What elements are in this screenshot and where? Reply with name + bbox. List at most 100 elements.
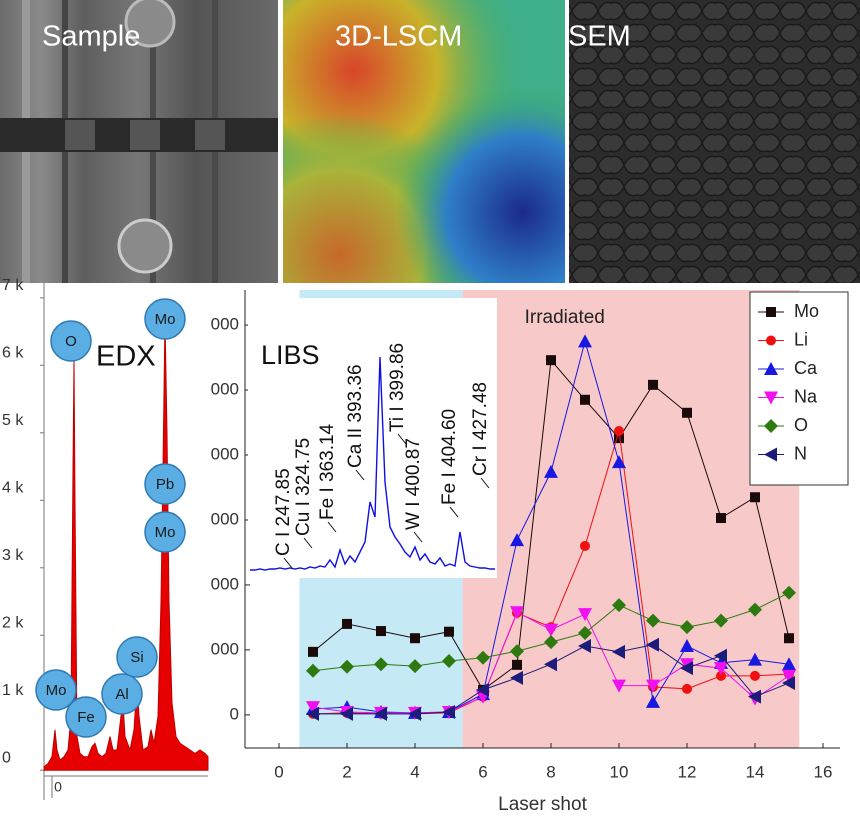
y-tick-label: 000 — [211, 444, 239, 463]
y-tick-label: 4 k — [2, 480, 24, 497]
marker — [476, 650, 490, 665]
x-tick-label: 8 — [546, 762, 555, 781]
marker — [764, 362, 778, 375]
x-tick-label: 14 — [746, 762, 765, 781]
element-label: Pb — [156, 476, 174, 493]
element-label: O — [65, 333, 77, 350]
marker — [764, 447, 777, 462]
peak-label: Ti I 399.86 — [387, 343, 408, 432]
panel-title: EDX — [96, 341, 156, 373]
marker — [764, 391, 778, 405]
marker — [342, 618, 352, 629]
x-axis-label: Laser shot — [498, 794, 587, 815]
y-tick-label: 000 — [211, 639, 239, 658]
y-tick-label: 2 k — [2, 614, 24, 631]
marker — [340, 706, 353, 721]
edx-background — [0, 283, 214, 822]
spectrum-line — [250, 356, 495, 571]
inset-background — [248, 298, 497, 578]
marker — [716, 670, 726, 681]
marker — [782, 669, 796, 683]
y-tick-label: 000 — [211, 509, 239, 528]
marker — [374, 657, 388, 672]
y-tick-label: 1 k — [2, 682, 24, 699]
photo-sample — [0, 0, 278, 283]
marker — [750, 670, 760, 681]
marker — [544, 623, 558, 637]
element-badge — [144, 463, 186, 505]
marker — [714, 648, 727, 663]
marker — [612, 598, 626, 613]
libs-inset: LIBS C I 247.85 Cu I 324.75 Fe I 363.14 Ca I… — [248, 298, 497, 578]
marker — [544, 635, 558, 650]
x-tick-label: 0 — [54, 779, 62, 795]
element-badge — [50, 320, 92, 362]
marker — [306, 706, 319, 721]
element-badge — [116, 636, 158, 678]
edx-panel: 0 1 k 2 k 3 k 4 k 5 k 6 k 7 k 0 EDX O Mo Pb Mo Si Al Fe M… — [0, 277, 214, 822]
x-tick-label: 10 — [610, 762, 629, 781]
peak-leader — [327, 521, 337, 533]
peak-leader — [303, 537, 313, 549]
x-tick-label: 2 — [342, 762, 351, 781]
legend-label: N — [794, 443, 807, 463]
marker — [750, 492, 760, 503]
y-tick-label: 0 — [230, 704, 239, 723]
y-tick-label: 5 k — [2, 412, 24, 429]
peak-leader — [413, 531, 423, 543]
marker — [714, 662, 728, 676]
peak-leader — [397, 433, 407, 445]
photo-sem — [569, 0, 860, 283]
peak-label: Fe I 363.14 — [317, 423, 338, 520]
marker — [782, 676, 795, 691]
photo-lscm — [283, 0, 565, 283]
y-tick-label: 000 — [211, 315, 239, 334]
peak-leader — [283, 557, 293, 569]
element-label: Si — [130, 649, 143, 666]
y-tick-label: 000 — [211, 574, 239, 593]
legend-label: Na — [794, 386, 818, 406]
peak-leader — [480, 477, 490, 489]
marker — [578, 626, 592, 641]
peak-label: W I 400.87 — [403, 438, 424, 530]
marker — [306, 663, 320, 678]
photo-label: 3D-LSCM — [335, 21, 462, 53]
marker — [646, 694, 660, 708]
marker — [766, 335, 776, 346]
element-badge — [101, 673, 143, 715]
element-badge — [65, 696, 107, 738]
legend-label: Li — [794, 329, 808, 349]
marker — [408, 706, 421, 721]
element-label: Fe — [77, 709, 95, 726]
peak-label: Cr I 427.48 — [470, 382, 491, 476]
y-tick-label: 0 — [2, 749, 11, 766]
element-label: Mo — [155, 311, 176, 328]
marker — [476, 682, 489, 697]
marker — [544, 464, 558, 478]
marker — [512, 659, 522, 670]
marker — [374, 706, 387, 721]
element-label: Mo — [155, 524, 176, 541]
legend-label: Ca — [794, 358, 818, 378]
marker — [580, 394, 590, 405]
marker — [680, 639, 694, 653]
marker — [578, 639, 591, 654]
marker — [680, 661, 693, 676]
marker — [442, 653, 456, 668]
marker — [612, 455, 626, 469]
marker — [546, 355, 556, 366]
inset-title: LIBS — [261, 340, 320, 370]
photo-label: Sample — [42, 21, 140, 53]
marker — [614, 433, 624, 444]
y-tick-label: 6 k — [2, 345, 24, 362]
x-tick-label: 12 — [678, 762, 697, 781]
marker — [682, 407, 692, 418]
element-badge — [144, 511, 186, 553]
marker — [340, 659, 354, 674]
marker — [680, 620, 694, 635]
marker — [748, 652, 762, 666]
y-tick-label: 000 — [211, 380, 239, 399]
y-tick-label: 7 k — [2, 277, 24, 294]
peak-label: Fe I 404.60 — [439, 409, 460, 505]
